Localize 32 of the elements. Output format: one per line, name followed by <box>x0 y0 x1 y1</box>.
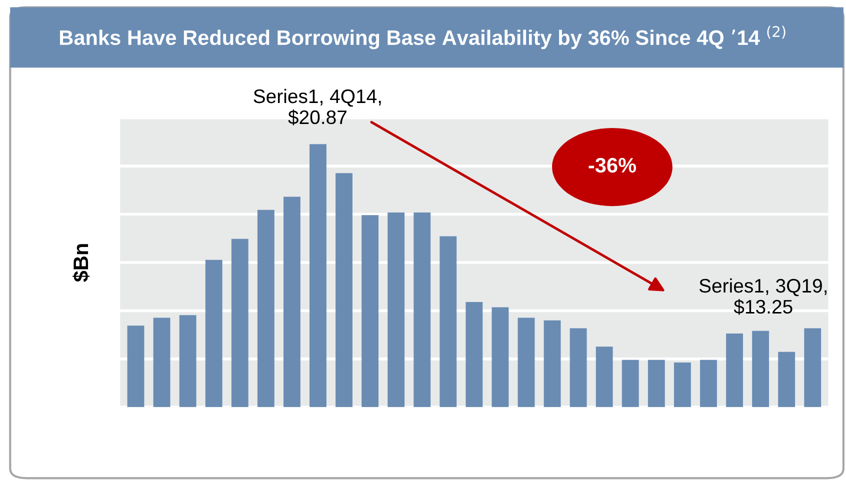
bar <box>518 318 535 408</box>
annotation: Series1, 3Q19, $13.25 <box>699 278 826 315</box>
bar <box>804 328 822 408</box>
bar <box>231 238 248 408</box>
bar <box>257 210 274 408</box>
bar <box>414 212 431 408</box>
bar <box>492 307 509 408</box>
y-axis-title: $Bn <box>72 244 90 282</box>
bar <box>700 360 717 408</box>
bar <box>310 144 326 408</box>
bar <box>336 173 352 408</box>
bar <box>596 346 613 408</box>
text: Series1, 4Q14, $20.87 <box>254 88 381 126</box>
annotation: -36% <box>588 158 636 173</box>
bar <box>622 360 639 408</box>
bar <box>179 315 196 408</box>
bar <box>127 326 144 408</box>
bar <box>674 362 691 408</box>
bar <box>362 215 379 408</box>
bar <box>648 360 665 408</box>
bar <box>778 352 796 408</box>
bar <box>570 328 587 408</box>
bar <box>726 334 743 408</box>
bar <box>752 330 770 408</box>
bar <box>544 320 561 408</box>
bar <box>153 318 170 408</box>
bar <box>205 260 222 408</box>
bar <box>440 236 457 408</box>
bar <box>283 196 300 408</box>
bar <box>466 302 483 408</box>
chart-title: Banks Have Reduced Borrowing Base Availability by 36% Since 4Q ’14 $^{(2)}$ <box>60 26 786 50</box>
bar <box>388 212 405 408</box>
